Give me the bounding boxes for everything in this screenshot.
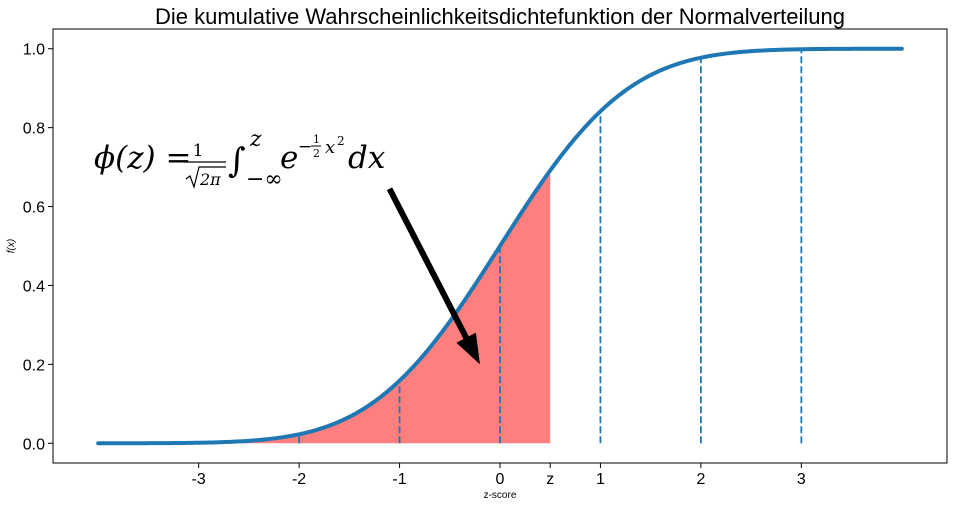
x-tick-label: -1 [392,471,406,488]
formula-e: e [280,140,298,176]
formula-phi: ϕ(z) = [94,140,191,176]
cdf-curve [96,46,904,446]
x-tick-label: 2 [696,471,705,488]
formula-sqrt-sign [185,166,226,190]
x-tick-label: -2 [292,471,306,488]
x-tick-label: -3 [192,471,206,488]
formula-exp-power: 2 [337,134,345,148]
formula-exp-sign: − [298,137,312,157]
formula-exp-var: x [325,137,335,158]
arrow-shaft [386,187,469,340]
formula-annotation: ϕ(z) = 1 2π ∫ z −∞ e − 1 2 x 2 dx [94,127,386,192]
y-tick-label: 0.8 [23,121,45,138]
y-axis-label: f(x) [6,239,17,253]
x-axis-ticks: -3 -2 -1 0 z 1 2 3 [192,463,806,488]
formula-integral: ∫ [228,141,246,181]
x-tick-label: z [546,471,554,488]
y-tick-label: 0.6 [23,200,45,217]
y-tick-label: 0.4 [23,278,45,295]
formula-upper-limit: z [249,127,262,152]
shaded-area-under-curve [98,170,551,444]
plot-area: -3 -2 -1 0 z 1 2 3 0.00.20.40.60.81.0 [23,28,948,488]
formula-lower-limit: −∞ [246,167,283,192]
formula-exp-num: 1 [313,133,320,146]
x-tick-label: 3 [797,471,806,488]
y-tick-label: 1.0 [23,42,45,59]
annotation-arrow [386,187,480,365]
dashed-lines [298,49,803,444]
y-tick-label: 0.2 [23,357,45,374]
formula-frac-den: 2π [199,170,221,189]
y-tick-label: 0.0 [23,436,45,453]
formula-dx: dx [348,140,386,176]
arrow-head [456,332,480,365]
formula-frac-num: 1 [193,141,204,161]
x-axis-label: z-score [484,490,517,501]
x-tick-label: 0 [496,471,505,488]
x-tick-label: 1 [596,471,605,488]
y-axis-ticks: 0.0 0.2 0.4 0.6 0.8 1.0 [23,42,53,453]
chart-title: Die kumulative Wahrscheinlichkeitsdichte… [155,4,845,29]
formula-exp-den: 2 [313,147,320,160]
